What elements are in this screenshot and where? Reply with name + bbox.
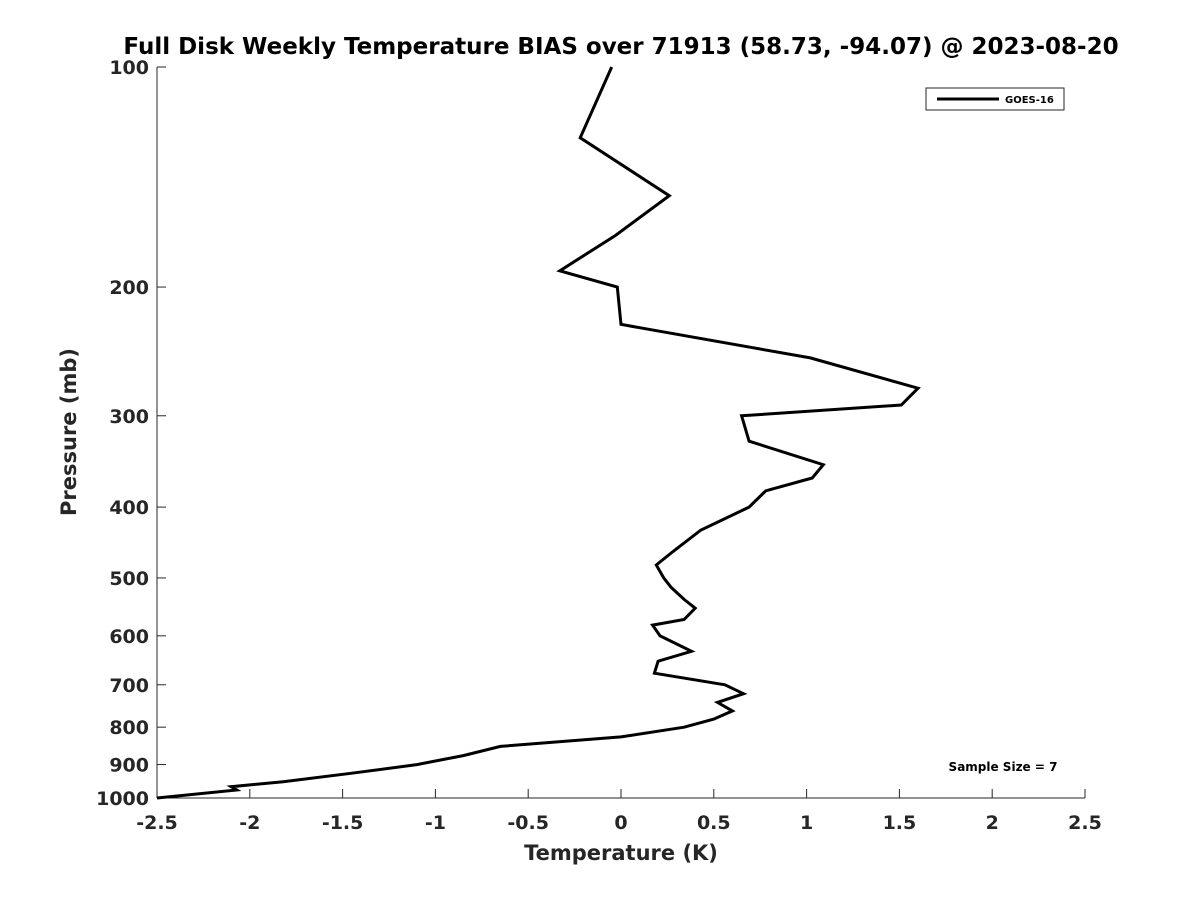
x-tick-label: 0 bbox=[614, 812, 627, 834]
x-tick-label: 2.5 bbox=[1068, 812, 1102, 834]
y-tick-label: 300 bbox=[109, 406, 149, 428]
x-tick-label: -2.5 bbox=[136, 812, 178, 834]
x-tick-label: -1.5 bbox=[322, 812, 364, 834]
x-tick-label: -2 bbox=[239, 812, 260, 834]
y-tick-label: 900 bbox=[109, 755, 149, 777]
x-tick-label: -0.5 bbox=[507, 812, 549, 834]
legend: GOES-16 bbox=[925, 87, 1065, 111]
legend-entry-goes-16: GOES-16 bbox=[1005, 95, 1054, 106]
plot-area: -2.5 -2 -1.5 -1 -0.5 0 0.5 1 1.5 2 2.5 100 200 300 400… bbox=[96, 57, 1102, 834]
y-axis-label: Pressure (mb) bbox=[57, 348, 81, 516]
x-tick-label: 1.5 bbox=[883, 812, 917, 834]
series-line-goes-16 bbox=[156, 66, 921, 800]
x-tick-label: -1 bbox=[425, 812, 446, 834]
x-axis-label: Temperature (K) bbox=[524, 841, 718, 865]
y-tick-label: 700 bbox=[109, 675, 149, 697]
y-tick-label: 800 bbox=[109, 717, 149, 739]
y-tick-label: 200 bbox=[109, 277, 149, 299]
x-tick-label: 0.5 bbox=[697, 812, 731, 834]
x-tick-label: 1 bbox=[800, 812, 813, 834]
chart-title: Full Disk Weekly Temperature BIAS over 7… bbox=[123, 34, 1118, 60]
y-tick-label: 1000 bbox=[96, 788, 149, 810]
y-tick-label: 100 bbox=[109, 57, 149, 79]
x-tick-label: 2 bbox=[986, 812, 999, 834]
y-tick-label: 600 bbox=[109, 626, 149, 648]
y-tick-label: 400 bbox=[109, 497, 149, 519]
sample-size-annotation: Sample Size = 7 bbox=[949, 760, 1058, 774]
y-tick-label: 500 bbox=[109, 568, 149, 590]
